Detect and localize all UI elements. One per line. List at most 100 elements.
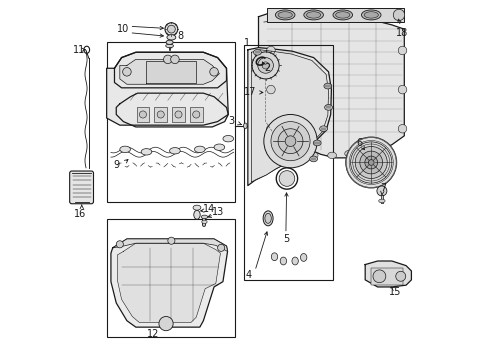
Ellipse shape: [141, 149, 151, 155]
Circle shape: [263, 115, 317, 168]
Circle shape: [266, 46, 274, 55]
Text: 6: 6: [355, 138, 362, 148]
Circle shape: [350, 142, 391, 183]
Polygon shape: [258, 10, 404, 158]
Text: 2: 2: [264, 63, 270, 73]
Circle shape: [252, 52, 279, 79]
Bar: [189, 107, 202, 122]
Circle shape: [122, 67, 131, 76]
Circle shape: [157, 111, 164, 118]
Text: 5: 5: [282, 234, 288, 244]
Ellipse shape: [319, 126, 327, 132]
Polygon shape: [364, 261, 410, 287]
Ellipse shape: [303, 10, 323, 20]
Circle shape: [395, 271, 405, 281]
Polygon shape: [114, 52, 226, 88]
Circle shape: [364, 156, 377, 169]
Text: 9: 9: [113, 160, 119, 170]
Ellipse shape: [324, 105, 332, 110]
Ellipse shape: [223, 135, 233, 142]
Ellipse shape: [201, 220, 207, 224]
Polygon shape: [120, 59, 219, 84]
Ellipse shape: [300, 253, 306, 261]
Bar: [172, 107, 184, 122]
Bar: [136, 107, 149, 122]
Ellipse shape: [308, 152, 318, 159]
Polygon shape: [251, 50, 328, 182]
Text: 7: 7: [379, 183, 385, 193]
Ellipse shape: [243, 123, 247, 129]
Circle shape: [170, 55, 179, 64]
Text: 14: 14: [202, 204, 214, 214]
Ellipse shape: [335, 12, 349, 18]
Text: 16: 16: [74, 209, 86, 219]
Ellipse shape: [263, 211, 272, 226]
Ellipse shape: [378, 199, 384, 203]
Text: 18: 18: [395, 28, 407, 38]
Polygon shape: [112, 239, 227, 251]
Ellipse shape: [291, 257, 298, 265]
Ellipse shape: [169, 147, 180, 154]
Circle shape: [116, 241, 123, 248]
Text: 11: 11: [73, 45, 85, 55]
Ellipse shape: [327, 152, 336, 159]
Circle shape: [261, 62, 269, 69]
Text: 1: 1: [243, 37, 250, 47]
Circle shape: [372, 270, 385, 283]
Text: 12: 12: [146, 329, 159, 339]
Ellipse shape: [361, 10, 380, 20]
Bar: [244, 45, 333, 280]
Circle shape: [359, 151, 382, 174]
Polygon shape: [106, 52, 228, 125]
Circle shape: [217, 244, 224, 251]
Ellipse shape: [264, 213, 271, 223]
Circle shape: [266, 125, 274, 133]
Text: 17: 17: [243, 87, 256, 97]
Ellipse shape: [313, 140, 320, 146]
Circle shape: [345, 137, 396, 188]
Circle shape: [175, 111, 182, 118]
Ellipse shape: [363, 12, 378, 18]
Ellipse shape: [344, 150, 353, 157]
Ellipse shape: [272, 147, 281, 153]
Ellipse shape: [193, 205, 200, 210]
Ellipse shape: [323, 83, 331, 89]
Circle shape: [397, 46, 406, 55]
Ellipse shape: [194, 146, 205, 152]
Circle shape: [271, 122, 309, 161]
Circle shape: [167, 237, 175, 244]
Circle shape: [397, 85, 406, 94]
Text: 4: 4: [245, 270, 252, 280]
Circle shape: [167, 25, 175, 33]
Ellipse shape: [194, 210, 200, 219]
Ellipse shape: [362, 149, 371, 155]
Circle shape: [285, 136, 295, 146]
Circle shape: [192, 111, 199, 118]
Circle shape: [397, 125, 406, 133]
Text: 15: 15: [389, 287, 401, 297]
Ellipse shape: [166, 44, 173, 47]
Bar: [370, 268, 402, 285]
Text: 3: 3: [228, 116, 234, 126]
Circle shape: [376, 186, 386, 196]
Bar: [266, 8, 403, 22]
Ellipse shape: [166, 35, 176, 40]
Polygon shape: [111, 239, 227, 327]
Ellipse shape: [253, 49, 261, 55]
Circle shape: [266, 85, 274, 94]
Polygon shape: [117, 243, 220, 322]
Ellipse shape: [201, 215, 207, 219]
Circle shape: [279, 171, 294, 186]
Polygon shape: [247, 47, 331, 186]
Circle shape: [163, 55, 172, 64]
Polygon shape: [146, 61, 196, 83]
Text: 8: 8: [177, 31, 183, 41]
Ellipse shape: [166, 40, 173, 44]
Bar: [154, 107, 167, 122]
Circle shape: [139, 111, 146, 118]
Ellipse shape: [290, 150, 299, 157]
Ellipse shape: [333, 10, 352, 20]
Bar: [106, 41, 234, 202]
Circle shape: [277, 129, 302, 154]
Text: 10: 10: [117, 24, 129, 34]
